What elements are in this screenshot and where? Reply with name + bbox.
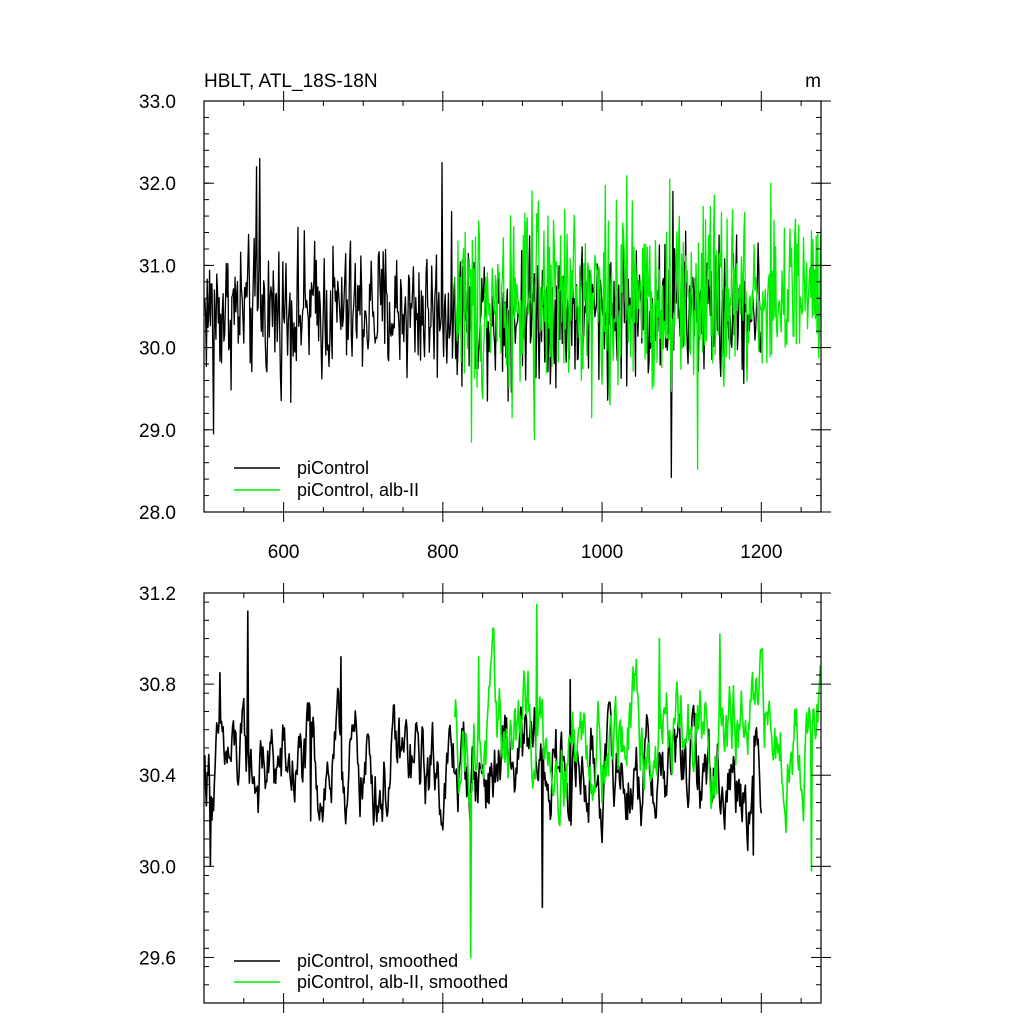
y-tick-label: 28.0 xyxy=(139,503,176,524)
top-panel: HBLT, ATL_18S-18N m 600 800 1000 1200 28.0 29… xyxy=(139,71,831,563)
x-tick-label: 1000 xyxy=(581,542,623,563)
bottom-series-layer xyxy=(204,603,822,959)
legend-label-alb-ii-smoothed: piControl, alb-II, smoothed xyxy=(297,972,508,992)
chart-title: HBLT, ATL_18S-18N xyxy=(204,71,378,92)
top-plot-frame xyxy=(203,100,822,513)
y-tick-label: 30.8 xyxy=(139,675,176,696)
top-series-layer xyxy=(204,157,822,479)
top-ticks: 600 800 1000 1200 28.0 29.0 30.0 31.0 32.0 33.0 xyxy=(139,91,831,563)
units-label: m xyxy=(805,71,821,92)
y-tick-label: 29.6 xyxy=(139,948,176,969)
bottom-legend: piControl, smoothed piControl, alb-II, s… xyxy=(234,951,508,992)
bottom-panel: 29.6 30.0 30.4 30.8 31.2 piControl, smoothed… xyxy=(139,583,831,1013)
series-line-picontrol-alb-ii xyxy=(454,175,822,470)
series-line-picontrol-alb-ii-smoothed xyxy=(453,603,822,959)
legend-label-alb-ii: piControl, alb-II xyxy=(297,480,419,500)
bottom-plot-frame xyxy=(203,592,822,1004)
y-tick-label: 32.0 xyxy=(139,174,176,195)
x-tick-label: 600 xyxy=(268,542,300,563)
x-tick-label: 800 xyxy=(427,542,459,563)
y-tick-label: 30.4 xyxy=(139,766,176,787)
bottom-ticks: 29.6 30.0 30.4 30.8 31.2 xyxy=(139,583,831,1013)
series-line-picontrol-smoothed xyxy=(204,610,763,909)
x-tick-label: 1200 xyxy=(740,542,782,563)
y-tick-label: 30.0 xyxy=(139,339,176,360)
y-tick-label: 29.0 xyxy=(139,421,176,442)
y-tick-label: 31.0 xyxy=(139,256,176,277)
y-tick-label: 31.2 xyxy=(139,584,176,605)
legend-label-picontrol-smoothed: piControl, smoothed xyxy=(297,951,458,971)
legend-label-picontrol: piControl xyxy=(297,458,369,478)
y-tick-label: 30.0 xyxy=(139,857,176,878)
y-tick-label: 33.0 xyxy=(139,92,176,113)
top-legend: piControl piControl, alb-II xyxy=(234,458,419,500)
